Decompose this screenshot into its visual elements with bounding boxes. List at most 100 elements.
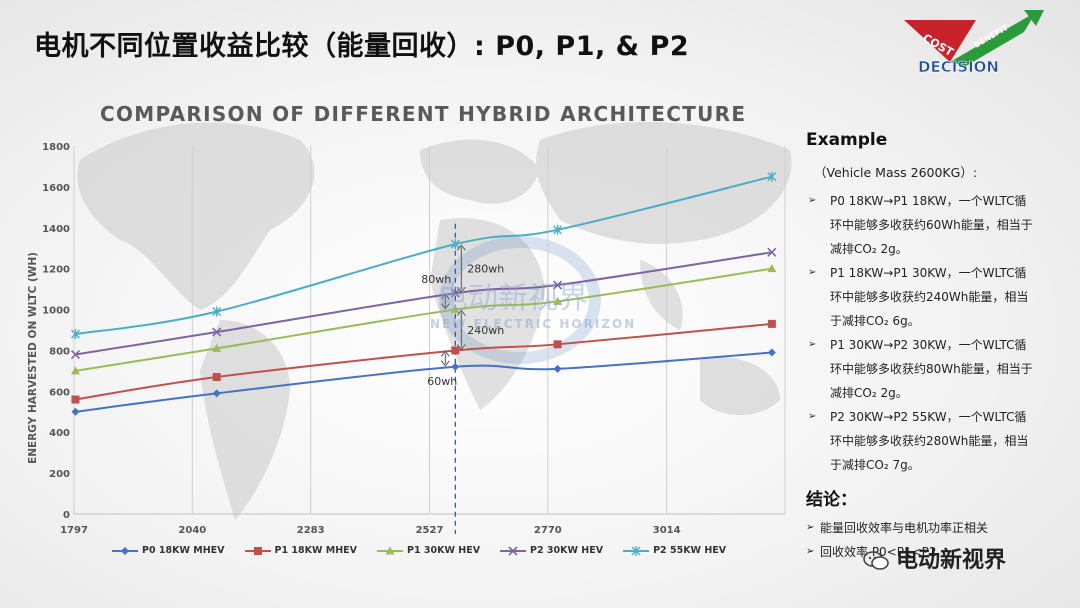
data-point-diamond xyxy=(553,364,562,373)
conclusion-text: 能量回收效率与电机功率正相关 xyxy=(820,521,989,535)
conclusion-item: ➢ 回收效率 P0<P1<P2 xyxy=(806,540,1076,564)
data-point-star xyxy=(450,239,460,250)
data-point-triangle xyxy=(385,546,395,554)
annotation-60wh: 60wh xyxy=(427,375,457,388)
data-point-star xyxy=(70,329,80,340)
y-tick-label: 1000 xyxy=(42,306,70,317)
data-point-x-stroke xyxy=(70,349,81,360)
arrow-bullet-icon: ➢ xyxy=(806,522,815,533)
x-tick-label: 3014 xyxy=(653,525,681,536)
bg-watermark-en: NEW ELECTRIC HORIZON xyxy=(430,317,636,331)
series-p1-30kw-hev xyxy=(70,264,777,375)
arrow-head xyxy=(456,286,466,294)
legend-label: P2 55KW HEV xyxy=(653,545,727,556)
legend-label: P2 30KW HEV xyxy=(530,545,604,556)
y-tick-label: 1600 xyxy=(42,183,70,194)
y-axis-label: ENERGY HARVESTED ON WLTC (WH) xyxy=(27,252,39,464)
example-item: ➢ P2 30KW→P2 55KW，一个WLTC循 环中能够多收获约280Wh能量，… xyxy=(806,405,1076,477)
conclusion-item: ➢ 能量回收效率与电机功率正相关 xyxy=(806,516,1076,540)
data-point-square xyxy=(767,319,776,328)
arrow-head xyxy=(440,303,450,310)
legend-swatch xyxy=(500,545,527,556)
data-point-x-stroke xyxy=(508,545,518,556)
annotation-80wh: 80wh xyxy=(421,273,451,286)
data-point-star xyxy=(631,545,641,556)
data-point-x xyxy=(553,280,563,290)
data-point-square xyxy=(451,346,460,355)
data-point-x xyxy=(212,327,222,337)
data-point-diamond xyxy=(767,348,776,357)
conclusion-title: 结论： xyxy=(806,490,857,510)
y-tick-label: 0 xyxy=(63,510,70,521)
example-item-line: 于减排CO₂ 7g。 xyxy=(830,458,920,472)
data-point-triangle xyxy=(70,366,80,375)
chart-ticks: 1797 2040 2283 2527 2770 3014 0 200 400 600 800 100… xyxy=(42,142,680,536)
data-point-diamond xyxy=(71,407,80,416)
arrow-bullet-icon: ➢ xyxy=(808,339,817,350)
example-item-line: P0 18KW→P1 18KW，一个WLTC循 xyxy=(830,194,1027,208)
y-tick-label: 600 xyxy=(49,387,70,398)
data-point-x xyxy=(508,545,518,556)
data-point-x-stroke xyxy=(450,288,460,298)
series-p2-55kw-hev xyxy=(70,171,777,340)
data-point-x-stroke xyxy=(212,327,222,337)
data-point-diamond xyxy=(121,546,129,555)
wechat-icon xyxy=(863,551,889,570)
example-item-line: 减排CO₂ 2g。 xyxy=(830,242,908,256)
example-item: ➢ P0 18KW→P1 18KW，一个WLTC循 环中能够多收获约60Wh能量，相… xyxy=(806,189,1076,261)
series-line xyxy=(75,251,773,356)
double-arrow xyxy=(440,350,450,367)
data-point-square xyxy=(553,340,562,349)
logo-decision-text: DECISION xyxy=(918,58,999,76)
legend-item: P2 30KW HEV xyxy=(500,545,603,556)
conclusion-list: ➢ 能量回收效率与电机功率正相关 ➢ 回收效率 P0<P1<P2 xyxy=(806,516,1076,564)
x-tick-label: 1797 xyxy=(60,525,88,536)
data-point-star xyxy=(767,171,777,182)
legend-swatch xyxy=(112,546,138,555)
arrow-bullet-icon: ➢ xyxy=(808,195,817,206)
data-point-triangle xyxy=(553,296,563,305)
arrow-head xyxy=(456,344,466,351)
legend-label: P1 30KW HEV xyxy=(407,545,481,556)
example-condition: （Vehicle Mass 2600KG）: xyxy=(814,165,978,180)
example-item-line: P1 18KW→P1 30KW，一个WLTC循 xyxy=(830,266,1027,280)
bg-watermark-cn: 电动新视界 xyxy=(438,281,588,316)
chart-title: COMPARISON OF DIFFERENT HYBRID ARCHITECT… xyxy=(100,102,747,126)
data-point-x xyxy=(767,247,777,257)
cost-benefit-decision-logo: COST BENEFIT DECISION xyxy=(904,10,1044,76)
chart-annotations: 60wh 240wh 80wh 280wh xyxy=(421,244,504,388)
arrow-bullet-icon: ➢ xyxy=(806,546,815,557)
wechat-watermark-text: 电动新视界 xyxy=(896,548,1007,573)
series-p1-18kw-mhev xyxy=(71,319,776,404)
x-tick-label: 2283 xyxy=(297,525,325,536)
example-title: Example xyxy=(806,130,888,150)
slide-title: 电机不同位置收益比较（能量回收）: P0, P1, & P2 xyxy=(34,31,690,62)
chart-grid xyxy=(73,146,786,514)
legend-label: P1 18KW MHEV xyxy=(274,545,358,556)
line-chart: 1797 2040 2283 2527 2770 3014 0 200 400 600 800 100… xyxy=(27,142,786,536)
y-tick-label: 1800 xyxy=(42,142,70,153)
y-tick-label: 1200 xyxy=(42,265,70,276)
legend-swatch xyxy=(244,546,271,555)
annotation-280wh: 280wh xyxy=(467,263,504,276)
data-point-x xyxy=(450,288,460,298)
y-tick-label: 200 xyxy=(49,469,70,480)
example-list: ➢ P0 18KW→P1 18KW，一个WLTC循 环中能够多收获约60Wh能量，相… xyxy=(806,189,1076,477)
example-panel: Example （Vehicle Mass 2600KG）: ➢ P0 18KW→… xyxy=(806,128,1076,564)
example-item-line: P2 30KW→P2 55KW，一个WLTC循 xyxy=(830,410,1027,424)
data-point-star xyxy=(212,306,222,317)
data-point-triangle xyxy=(767,264,777,273)
legend-item: P1 18KW MHEV xyxy=(244,545,358,556)
legend-swatch xyxy=(377,546,403,554)
series-p0-18kw-mhev xyxy=(71,348,776,416)
x-tick-label: 2527 xyxy=(416,525,444,536)
data-point-triangle xyxy=(212,343,222,352)
arrow-head xyxy=(440,360,450,367)
data-point-square xyxy=(253,546,262,555)
annotation-240wh: 240wh xyxy=(467,324,504,337)
arrow-bullet-icon: ➢ xyxy=(808,267,817,278)
legend-item: P1 30KW HEV xyxy=(377,545,480,556)
series-line xyxy=(75,175,773,336)
series-p2-30kw-hev xyxy=(70,247,777,360)
data-point-diamond xyxy=(451,362,460,371)
